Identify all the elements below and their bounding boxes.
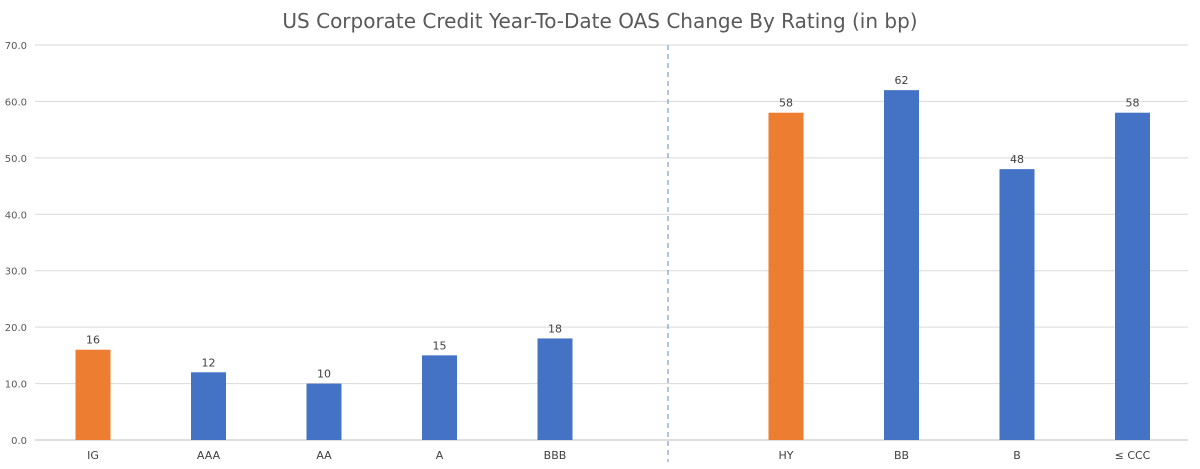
- x-tick-label: BBB: [544, 449, 567, 462]
- data-label: 15: [433, 339, 447, 352]
- y-tick-label: 0.0: [11, 436, 27, 447]
- y-tick-label: 70.0: [5, 41, 27, 52]
- data-label: 16: [86, 334, 100, 347]
- x-axis-labels: IG AAA AA A BBB HY BB B ≤ CCC: [87, 449, 1151, 462]
- x-tick-label: BB: [894, 449, 909, 462]
- y-axis-ticks: 0.0 10.0 20.0 30.0 40.0 50.0 60.0 70.0: [5, 41, 27, 447]
- data-label: 12: [202, 356, 216, 369]
- x-tick-label: B: [1013, 449, 1021, 462]
- bar-hy: [768, 112, 804, 440]
- y-tick-label: 20.0: [5, 323, 27, 334]
- data-labels: 16 12 10 15 18 58 62 48 58: [86, 74, 1140, 380]
- gridlines: [35, 44, 1188, 441]
- x-tick-label: ≤ CCC: [1115, 449, 1151, 462]
- bar-ccc: [1115, 112, 1150, 440]
- x-tick-label: AAA: [197, 449, 221, 462]
- data-label: 18: [548, 322, 562, 335]
- y-tick-label: 50.0: [5, 154, 27, 165]
- x-tick-label: IG: [87, 449, 99, 462]
- data-label: 58: [779, 97, 793, 110]
- bar-aaa: [191, 372, 226, 440]
- bar-aa: [306, 383, 342, 440]
- bars: [75, 90, 1150, 441]
- data-label: 62: [895, 74, 909, 87]
- bar-a: [422, 355, 457, 440]
- data-label: 58: [1126, 97, 1140, 110]
- y-tick-label: 10.0: [5, 380, 27, 391]
- chart-title: US Corporate Credit Year-To-Date OAS Cha…: [282, 9, 917, 33]
- y-tick-label: 60.0: [5, 97, 27, 108]
- x-tick-label: AA: [316, 449, 332, 462]
- data-label: 48: [1010, 153, 1024, 166]
- y-tick-label: 40.0: [5, 210, 27, 221]
- x-tick-label: HY: [779, 449, 794, 462]
- bar-ig: [75, 349, 111, 440]
- bar-bb: [884, 90, 919, 441]
- y-tick-label: 30.0: [5, 267, 27, 278]
- data-label: 10: [317, 368, 331, 381]
- x-tick-label: A: [436, 449, 444, 462]
- bar-b: [999, 169, 1035, 440]
- bar-bbb: [537, 338, 573, 440]
